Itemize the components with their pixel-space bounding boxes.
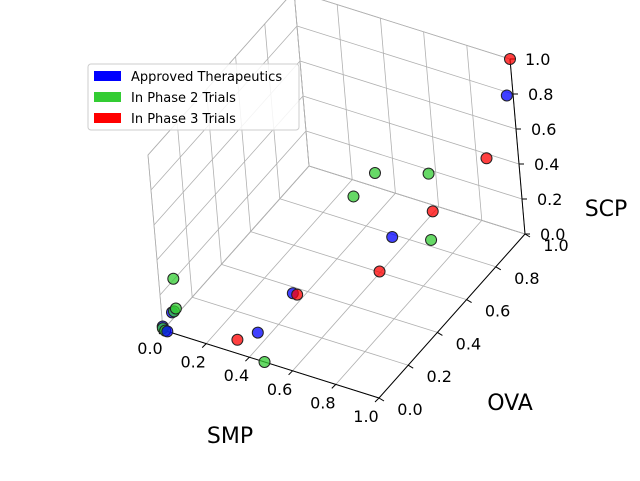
data-point-phase3	[426, 205, 439, 218]
data-point-approved	[251, 326, 264, 339]
data-point-phase3	[480, 152, 493, 165]
x-tick	[201, 343, 207, 348]
z-tick-label: 0.8	[528, 85, 553, 104]
legend-swatch-phase3	[94, 113, 121, 123]
y-axis-title: OVA	[487, 391, 533, 416]
data-point-phase2	[425, 233, 438, 246]
data-point-phase2	[169, 302, 182, 315]
z-tick-label: 0.6	[531, 120, 556, 139]
y-tick-label: 0.8	[514, 269, 539, 288]
y-tick	[466, 299, 472, 304]
y-tick	[437, 331, 443, 336]
legend: Approved Therapeutics In Phase 2 Trials …	[87, 63, 300, 131]
grid-line-x-back	[336, 4, 353, 180]
grid-line-y-left	[147, 154, 164, 331]
grid-line-z-left	[159, 130, 307, 296]
data-point-phase3	[504, 53, 516, 65]
tick-marks	[158, 58, 531, 403]
grid-line-y-floor	[221, 264, 438, 333]
legend-swatch-approved	[94, 71, 121, 81]
grid-line-x-floor	[205, 179, 353, 344]
data-point-phase2	[258, 355, 271, 368]
legend-label-approved: Approved Therapeutics	[131, 70, 282, 85]
axis-lines	[162, 58, 526, 399]
grid-line-y-floor	[250, 231, 467, 300]
grid-line-z-back	[302, 95, 520, 165]
y-tick	[524, 233, 531, 238]
data-point-phase3	[373, 265, 386, 278]
grid-line-z-back	[299, 60, 517, 130]
x-tick-label: 0.6	[267, 380, 292, 399]
data-point-phase2	[368, 167, 381, 180]
y-tick-label: 0.2	[426, 367, 451, 386]
grid-line-z-back	[321, 0, 511, 60]
x-tick-label: 0.8	[310, 393, 335, 412]
y-tick-label: 0.4	[456, 334, 481, 353]
data-point-approved	[161, 325, 174, 338]
grid-line-x-floor	[292, 206, 439, 372]
data-point-phase3	[291, 288, 304, 301]
y-tick-label: 0.6	[485, 302, 510, 321]
grid-line-x-back	[423, 31, 439, 207]
x-tick	[288, 370, 293, 376]
data-point-phase2	[422, 167, 435, 180]
data-point-phase2	[167, 272, 180, 285]
grid-line-x-back	[466, 45, 483, 221]
grid-line-y-floor	[308, 165, 526, 235]
grid-line-y-floor	[279, 198, 496, 268]
y-tick-label: 0.0	[397, 400, 422, 419]
grid-line-y-left	[294, 0, 310, 167]
grid-line-z-back	[296, 25, 514, 95]
y-tick	[495, 266, 502, 271]
y-tick	[407, 364, 414, 369]
x-tick-label: 1.0	[353, 407, 378, 426]
grid-line-z-left	[162, 165, 310, 331]
y-tick	[378, 397, 385, 402]
data-point-approved	[500, 89, 513, 102]
legend-box	[87, 63, 300, 131]
data-points	[156, 53, 516, 368]
pane-back	[294, 0, 526, 235]
x-tick	[331, 384, 337, 389]
x-axis-title: SMP	[207, 424, 253, 449]
legend-swatch-phase2	[94, 92, 121, 102]
z-tick-label: 0.2	[537, 190, 562, 209]
grid-line-y-left	[176, 122, 193, 298]
z-tick-label: 0.4	[534, 155, 559, 174]
x-tick-label: 0.4	[224, 366, 249, 385]
grid-line-y-floor	[192, 296, 409, 366]
z-tick-label: 1.0	[525, 50, 550, 69]
x-tick-label: 0.0	[137, 339, 162, 358]
legend-label-phase3: In Phase 3 Trials	[131, 112, 236, 127]
z-axis-title: SCP	[585, 197, 628, 222]
data-point-phase2	[347, 190, 360, 203]
x-axis-line	[162, 329, 380, 399]
data-point-phase3	[231, 333, 244, 346]
grid-line-x-back	[380, 18, 396, 194]
y-tick-label: 1.0	[543, 236, 568, 255]
pane-floor	[162, 165, 526, 399]
y-axis-line	[378, 233, 526, 399]
grid-line-x-floor	[335, 220, 483, 385]
data-point-approved	[386, 231, 399, 243]
x-tick-label: 0.2	[180, 353, 205, 372]
legend-label-phase2: In Phase 2 Trials	[131, 91, 236, 106]
grid-line-z-back	[305, 130, 523, 200]
grid-line-x-floor	[249, 192, 396, 358]
x-tick	[374, 397, 380, 403]
z-axis-line	[509, 58, 526, 235]
z-tick-label: 0.0	[540, 225, 565, 244]
tick-labels: 0.00.00.00.20.20.20.40.40.40.60.60.60.80…	[137, 50, 568, 426]
x-tick	[245, 356, 250, 362]
